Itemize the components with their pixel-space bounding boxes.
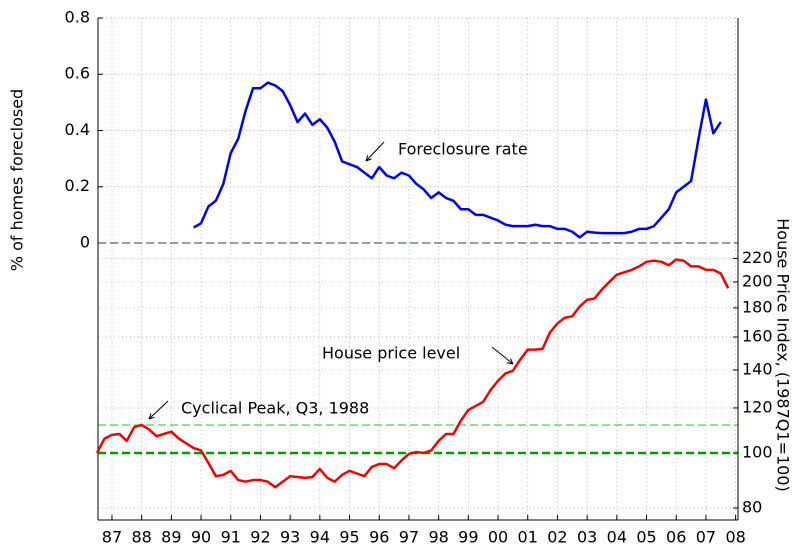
- series-line: [193, 81, 722, 239]
- y2-tick-label: 220: [742, 248, 773, 267]
- x-tick-label: 98: [428, 528, 448, 547]
- x-tick-label: 89: [161, 528, 181, 547]
- y2-tick-label: 100: [742, 442, 773, 461]
- x-tick-label: 97: [399, 528, 419, 547]
- y-axis-label: % of homes foreclosed: [8, 89, 27, 271]
- x-tick-label: 93: [280, 528, 300, 547]
- y-tick-label: 0.4: [65, 120, 90, 139]
- y2-tick-label: 120: [742, 397, 773, 416]
- y2-tick-label: 80: [742, 497, 762, 516]
- annotation: Cyclical Peak, Q3, 1988: [181, 399, 369, 418]
- x-tick-label: 90: [191, 528, 211, 547]
- x-tick-label: 99: [458, 528, 478, 547]
- x-tick-label: 07: [696, 528, 716, 547]
- y2-tick-label: 160: [742, 326, 773, 345]
- y2-tick-label: 180: [742, 297, 773, 316]
- x-tick-label: 01: [518, 528, 538, 547]
- x-tick-label: 06: [666, 528, 686, 547]
- annotation-arrowhead: [148, 413, 155, 420]
- annotation: House price level: [322, 344, 460, 363]
- y-tick-label: 0.6: [65, 64, 90, 83]
- x-tick-label: 00: [488, 528, 508, 547]
- annotation: Foreclosure rate: [398, 140, 528, 159]
- x-tick-label: 02: [547, 528, 567, 547]
- y-tick-label: 0.2: [65, 176, 90, 195]
- annotation-arrow: [491, 346, 514, 365]
- x-tick-label: 95: [339, 528, 359, 547]
- annotation-arrow: [148, 400, 169, 420]
- x-tick-label: 88: [131, 528, 151, 547]
- x-tick-label: 87: [102, 528, 122, 547]
- x-tick-label: 04: [607, 528, 627, 547]
- annotation-arrowhead: [507, 358, 514, 365]
- y2-axis-label: House Price Index, (1987Q1=100): [774, 218, 793, 491]
- x-tick-label: 92: [250, 528, 270, 547]
- y2-tick-label: 200: [742, 271, 773, 290]
- x-tick-label: 08: [725, 528, 745, 547]
- x-tick-label: 05: [636, 528, 656, 547]
- x-tick-label: 91: [221, 528, 241, 547]
- x-tick-label: 03: [577, 528, 597, 547]
- annotation-arrow: [365, 141, 385, 162]
- y-tick-label: 0: [80, 232, 90, 251]
- x-tick-label: 96: [369, 528, 389, 547]
- y2-tick-label: 140: [742, 359, 773, 378]
- series-line: [95, 258, 730, 489]
- x-tick-label: 94: [310, 528, 330, 547]
- annotation-arrowhead: [365, 155, 372, 162]
- y-tick-label: 0.8: [65, 8, 90, 27]
